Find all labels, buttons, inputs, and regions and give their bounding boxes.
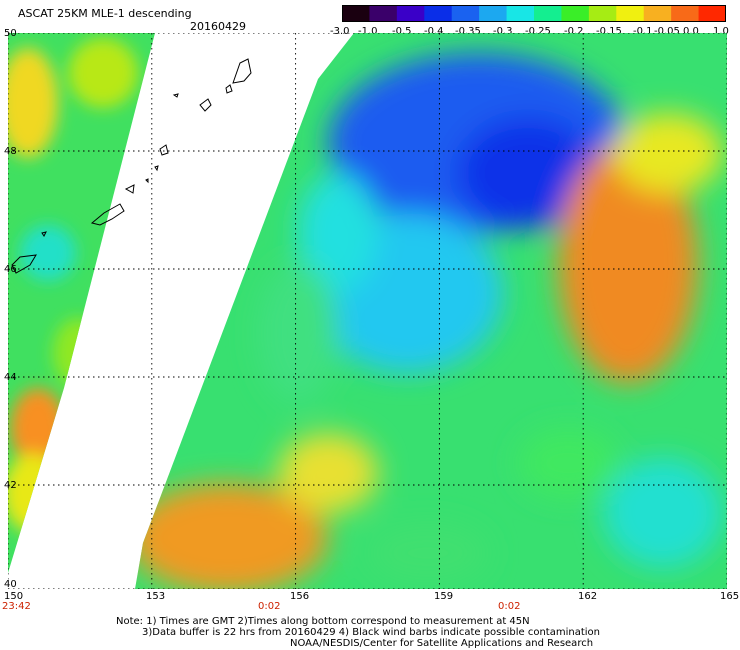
lon-tick-label: 150 bbox=[4, 591, 24, 602]
colorbar-swatch bbox=[369, 5, 398, 22]
colorbar-swatch bbox=[506, 5, 535, 22]
pass-time: 0:02 bbox=[258, 601, 281, 612]
colorbar-label: -0.4 bbox=[424, 26, 444, 37]
product-title: ASCAT 25KM MLE-1 descending bbox=[18, 7, 192, 20]
lat-tick-label: 46 bbox=[4, 264, 17, 275]
colorbar-label: -0.25 bbox=[525, 26, 551, 37]
pass-time: 23:42 bbox=[2, 601, 31, 612]
colorbar-swatch bbox=[451, 5, 480, 22]
lat-tick-label: 44 bbox=[4, 372, 17, 383]
note-line: Note: 1) Times are GMT 2)Times along bot… bbox=[116, 616, 530, 627]
colorbar-label: 1.0 bbox=[713, 26, 729, 37]
lon-tick-label: 153 bbox=[146, 591, 166, 602]
land-outlines bbox=[11, 58, 252, 274]
colorbar-swatch bbox=[698, 5, 726, 22]
lat-tick-label: 48 bbox=[4, 146, 17, 157]
lat-tick-label: 50 bbox=[4, 28, 17, 39]
colorbar-swatch bbox=[588, 5, 617, 22]
colorbar-swatch bbox=[643, 5, 672, 22]
colorbar-label: -0.05 bbox=[654, 26, 680, 37]
lon-tick-label: 159 bbox=[434, 591, 454, 602]
product-date: 20160429 bbox=[190, 20, 246, 33]
colorbar-swatch bbox=[534, 5, 562, 22]
colorbar-swatch bbox=[396, 5, 425, 22]
colorbar-label: -0.15 bbox=[596, 26, 622, 37]
swath-east bbox=[135, 33, 727, 589]
swath-west bbox=[8, 33, 155, 573]
map-plot bbox=[8, 33, 727, 589]
colorbar-swatch bbox=[424, 5, 453, 22]
lon-tick-label: 156 bbox=[290, 591, 310, 602]
colorbar-swatch bbox=[671, 5, 700, 22]
colorbar-label: -3.0 bbox=[330, 26, 350, 37]
colorbar-swatch bbox=[342, 5, 370, 22]
lat-tick-label: 40 bbox=[4, 579, 17, 590]
colorbar bbox=[342, 5, 726, 22]
colorbar-label: -1.0 bbox=[358, 26, 378, 37]
colorbar-label: 0.0 bbox=[683, 26, 699, 37]
pass-time: 0:02 bbox=[498, 601, 521, 612]
colorbar-label: -0.35 bbox=[455, 26, 481, 37]
colorbar-label: -0.5 bbox=[392, 26, 412, 37]
note-line: 3)Data buffer is 22 hrs from 20160429 4)… bbox=[142, 627, 600, 638]
colorbar-swatch bbox=[616, 5, 645, 22]
colorbar-border bbox=[342, 5, 726, 22]
colorbar-label: -0.1 bbox=[633, 26, 653, 37]
colorbar-swatch bbox=[479, 5, 508, 22]
lon-tick-label: 165 bbox=[720, 591, 740, 602]
lon-tick-label: 162 bbox=[578, 591, 598, 602]
note-line: NOAA/NESDIS/Center for Satellite Applica… bbox=[290, 638, 594, 649]
colorbar-swatch bbox=[561, 5, 590, 22]
lat-tick-label: 42 bbox=[4, 480, 17, 491]
colorbar-label: -0.3 bbox=[493, 26, 513, 37]
colorbar-label: -0.2 bbox=[564, 26, 584, 37]
